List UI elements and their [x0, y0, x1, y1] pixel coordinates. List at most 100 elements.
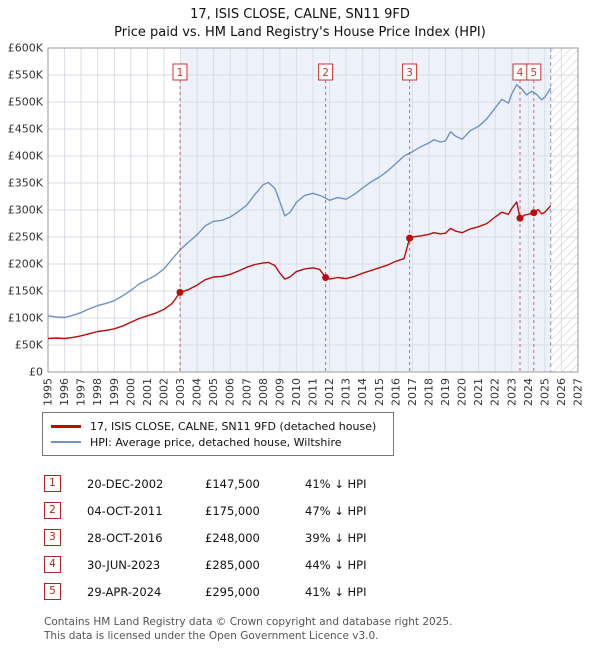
y-tick-label: £200K [8, 258, 44, 271]
y-tick-label: £550K [8, 69, 44, 82]
transaction-number: 1 [44, 475, 61, 492]
y-tick-label: £0 [29, 366, 43, 379]
x-tick-label: 2012 [323, 378, 336, 406]
transaction-number: 5 [44, 583, 61, 600]
chart-title: 17, ISIS CLOSE, CALNE, SN11 9FD [190, 7, 410, 22]
transaction-number: 2 [44, 502, 61, 519]
transaction-row: 4 30-JUN-2023 £285,000 44% ↓ HPI [44, 551, 600, 578]
x-tick-label: 1998 [91, 378, 104, 406]
x-tick-label: 2003 [174, 378, 187, 406]
y-tick-label: £500K [8, 96, 44, 109]
x-tick-label: 2006 [224, 378, 237, 406]
y-tick-label: £600K [8, 42, 44, 55]
sale-point-1 [176, 288, 184, 296]
x-tick-label: 2017 [406, 378, 419, 406]
legend-label-hpi: HPI: Average price, detached house, Wilt… [90, 435, 342, 449]
x-tick-label: 2025 [538, 378, 551, 406]
x-tick-label: 2013 [340, 378, 353, 406]
x-tick-label: 2011 [307, 378, 320, 406]
transaction-date: 28-OCT-2016 [87, 530, 163, 545]
sale-flag-3 [402, 63, 418, 81]
sale-flag-number: 4 [517, 67, 524, 79]
x-tick-label: 2010 [290, 378, 303, 406]
transaction-price: £285,000 [205, 557, 260, 572]
transaction-date: 04-OCT-2011 [87, 503, 163, 518]
legend-label-property: 17, ISIS CLOSE, CALNE, SN11 9FD (detache… [90, 419, 377, 433]
y-tick-label: £50K [15, 339, 44, 352]
property-line-icon [51, 424, 81, 428]
transaction-price: £147,500 [205, 476, 260, 491]
footer-line-2: This data is licensed under the Open Gov… [44, 630, 379, 643]
x-tick-label: 2024 [522, 378, 535, 406]
x-tick-label: 2009 [273, 378, 286, 406]
transaction-row: 3 28-OCT-2016 £248,000 39% ↓ HPI [44, 524, 600, 551]
transaction-price: £175,000 [205, 503, 260, 518]
chart-legend: 17, ISIS CLOSE, CALNE, SN11 9FD (detache… [42, 412, 394, 456]
transaction-hpi-diff: 47% ↓ HPI [305, 503, 367, 518]
x-tick-label: 1996 [58, 378, 71, 406]
x-tick-label: 2004 [191, 378, 204, 406]
transaction-hpi-diff: 41% ↓ HPI [305, 476, 367, 491]
hpi-line-icon [51, 441, 81, 443]
y-tick-label: £350K [8, 177, 44, 190]
sale-flag-number: 2 [322, 67, 329, 79]
x-tick-label: 2002 [157, 378, 170, 406]
license-footer: Contains HM Land Registry data © Crown c… [44, 615, 600, 643]
x-tick-label: 2001 [141, 378, 154, 406]
x-tick-label: 2018 [422, 378, 435, 406]
sale-flag-number: 5 [530, 67, 537, 79]
transactions-table: 1 20-DEC-2002 £147,500 41% ↓ HPI 2 04-OC… [44, 470, 600, 605]
sale-flag-number: 3 [406, 67, 413, 79]
transaction-number: 3 [44, 529, 61, 546]
chart-subtitle: Price paid vs. HM Land Registry's House … [114, 25, 486, 40]
x-tick-label: 1995 [42, 378, 55, 406]
plot-frame [47, 47, 579, 373]
transaction-hpi-diff: 41% ↓ HPI [305, 584, 367, 599]
transaction-hpi-diff: 44% ↓ HPI [305, 557, 367, 572]
x-tick-label: 2016 [389, 378, 402, 406]
sale-point-4 [516, 214, 524, 222]
sale-flag-5 [526, 63, 542, 81]
transaction-date: 20-DEC-2002 [87, 476, 164, 491]
y-tick-label: £300K [8, 204, 44, 217]
transaction-number: 4 [44, 556, 61, 573]
legend-item-hpi: HPI: Average price, detached house, Wilt… [51, 434, 385, 450]
x-tick-label: 2000 [124, 378, 137, 406]
x-tick-label: 2015 [373, 378, 386, 406]
sale-flag-number: 1 [177, 67, 184, 79]
transaction-date: 30-JUN-2023 [87, 557, 161, 572]
x-tick-label: 2007 [240, 378, 253, 406]
legend-item-property: 17, ISIS CLOSE, CALNE, SN11 9FD (detache… [51, 418, 385, 434]
transaction-hpi-diff: 39% ↓ HPI [305, 530, 367, 545]
x-tick-label: 2021 [472, 378, 485, 406]
y-tick-label: £150K [8, 285, 44, 298]
transaction-row: 1 20-DEC-2002 £147,500 41% ↓ HPI [44, 470, 600, 497]
sale-flag-1 [172, 63, 188, 81]
transaction-row: 2 04-OCT-2011 £175,000 47% ↓ HPI [44, 497, 600, 524]
x-tick-label: 2019 [439, 378, 452, 406]
x-tick-label: 2026 [555, 378, 568, 406]
x-tick-label: 1999 [108, 378, 121, 406]
price-history-chart: 1 2 3 4 5 £0 £50K £100K £150K £200K £250K £300K £350… [8, 42, 585, 406]
transaction-price: £248,000 [205, 530, 260, 545]
sale-point-5 [530, 209, 538, 217]
sale-flag-2 [318, 63, 334, 81]
y-tick-label: £250K [8, 231, 44, 244]
x-tick-label: 2022 [489, 378, 502, 406]
x-tick-label: 2005 [207, 378, 220, 406]
footer-line-1: Contains HM Land Registry data © Crown c… [44, 616, 453, 628]
sale-point-3 [406, 234, 414, 242]
x-tick-label: 2027 [572, 378, 585, 406]
y-tick-label: £100K [8, 312, 44, 325]
transaction-row: 5 29-APR-2024 £295,000 41% ↓ HPI [44, 578, 600, 605]
x-tick-label: 2023 [505, 378, 518, 406]
x-tick-label: 2008 [257, 378, 270, 406]
x-tick-label: 1997 [75, 378, 88, 406]
x-tick-label: 2014 [356, 378, 369, 406]
transaction-price: £295,000 [205, 584, 260, 599]
x-tick-label: 2020 [456, 378, 469, 406]
transaction-date: 29-APR-2024 [87, 584, 162, 599]
y-tick-label: £450K [8, 123, 44, 136]
sale-point-2 [322, 274, 330, 281]
